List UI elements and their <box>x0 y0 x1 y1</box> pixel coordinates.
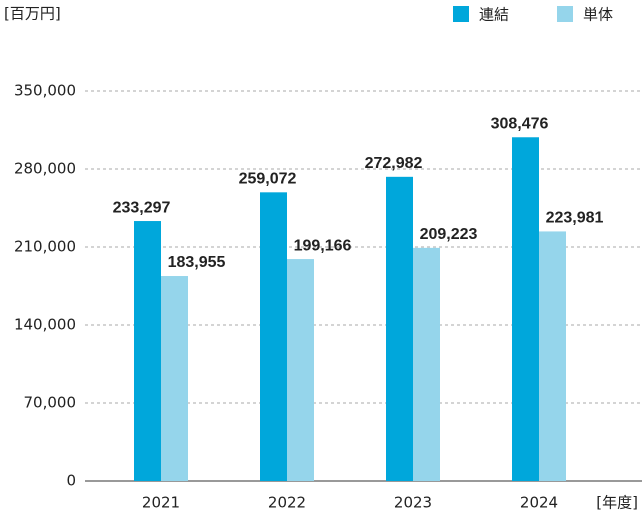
x-tick-label: 2023 <box>394 494 432 512</box>
legend-swatch <box>453 6 469 22</box>
bar <box>287 259 314 481</box>
value-label: 259,072 <box>239 171 297 188</box>
y-tick-label: 280,000 <box>14 160 76 178</box>
y-tick-label: 70,000 <box>24 394 77 412</box>
legend-label: 連結 <box>479 6 509 24</box>
bar <box>512 137 539 481</box>
bar <box>134 221 161 482</box>
bar <box>161 276 188 481</box>
value-label: 308,476 <box>491 115 549 132</box>
bar <box>386 176 413 481</box>
x-tick-label: 2021 <box>142 494 180 512</box>
bar <box>539 231 566 481</box>
value-label: 272,982 <box>365 155 423 172</box>
x-unit: [年度] <box>596 494 638 512</box>
legend-swatch <box>557 6 573 22</box>
value-label: 183,955 <box>168 254 226 271</box>
legend-label: 単体 <box>583 6 613 24</box>
value-label: 209,223 <box>420 226 478 243</box>
value-label: 199,166 <box>294 237 352 254</box>
y-unit: [百万円] <box>4 5 61 23</box>
bar <box>413 247 440 481</box>
y-tick-label: 140,000 <box>14 316 76 334</box>
y-tick-label: 0 <box>66 472 76 490</box>
y-tick-label: 210,000 <box>14 238 76 256</box>
value-label: 223,981 <box>546 210 604 227</box>
x-tick-label: 2024 <box>520 494 558 512</box>
x-tick-label: 2022 <box>268 494 306 512</box>
y-tick-label: 350,000 <box>14 82 76 100</box>
value-label: 233,297 <box>113 199 171 216</box>
bar <box>260 192 287 482</box>
